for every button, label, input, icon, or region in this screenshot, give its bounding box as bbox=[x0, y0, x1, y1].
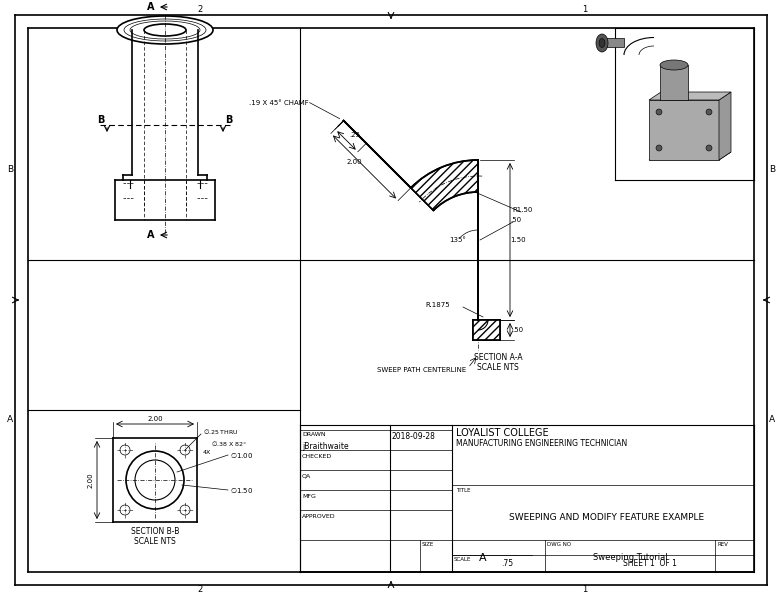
Text: MFG: MFG bbox=[302, 494, 316, 499]
Text: 2018-09-28: 2018-09-28 bbox=[392, 432, 436, 441]
Text: 1.50: 1.50 bbox=[510, 237, 526, 243]
Text: SWEEPING AND MODIFY FEATURE EXAMPLE: SWEEPING AND MODIFY FEATURE EXAMPLE bbox=[509, 514, 705, 523]
Polygon shape bbox=[660, 65, 688, 100]
Text: 4X: 4X bbox=[203, 451, 211, 455]
Text: SIZE: SIZE bbox=[422, 542, 434, 547]
Text: 2: 2 bbox=[197, 586, 203, 595]
Text: .50: .50 bbox=[512, 327, 524, 333]
Polygon shape bbox=[649, 100, 719, 160]
Text: 135°: 135° bbox=[450, 237, 466, 243]
Text: 1: 1 bbox=[583, 5, 587, 14]
Polygon shape bbox=[719, 92, 731, 160]
Polygon shape bbox=[649, 92, 731, 100]
Text: SECTION A-A: SECTION A-A bbox=[474, 353, 522, 362]
Text: SCALE NTS: SCALE NTS bbox=[135, 538, 176, 547]
Text: R1.50: R1.50 bbox=[513, 207, 533, 213]
Text: A: A bbox=[769, 415, 775, 425]
Ellipse shape bbox=[660, 60, 688, 70]
Text: A: A bbox=[7, 415, 13, 425]
Text: A: A bbox=[147, 2, 155, 12]
Text: SWEEP PATH CENTERLINE: SWEEP PATH CENTERLINE bbox=[377, 367, 466, 373]
Text: DRAWN: DRAWN bbox=[302, 432, 325, 437]
Text: TITLE: TITLE bbox=[456, 488, 471, 493]
Text: .19 X 45° CHAMF: .19 X 45° CHAMF bbox=[249, 100, 309, 106]
Text: DWG NO: DWG NO bbox=[547, 542, 571, 547]
Polygon shape bbox=[602, 38, 624, 47]
Text: APPROVED: APPROVED bbox=[302, 514, 335, 519]
Text: jBraithwaite: jBraithwaite bbox=[302, 442, 349, 451]
Ellipse shape bbox=[117, 16, 213, 44]
Text: SECTION B-B: SECTION B-B bbox=[131, 527, 179, 536]
Text: B: B bbox=[7, 166, 13, 175]
Text: A: A bbox=[147, 230, 155, 240]
Text: $\varnothing$1.50: $\varnothing$1.50 bbox=[230, 485, 253, 495]
Text: SCALE: SCALE bbox=[454, 557, 472, 562]
Text: SCALE NTS: SCALE NTS bbox=[477, 364, 519, 373]
Bar bbox=[473, 320, 500, 340]
Ellipse shape bbox=[599, 38, 605, 47]
Circle shape bbox=[706, 109, 712, 115]
Text: 2.00: 2.00 bbox=[88, 472, 94, 488]
Text: .50: .50 bbox=[511, 217, 522, 223]
Circle shape bbox=[656, 109, 662, 115]
Circle shape bbox=[706, 145, 712, 151]
Text: .75: .75 bbox=[501, 559, 513, 569]
Text: B: B bbox=[97, 115, 105, 125]
Polygon shape bbox=[649, 152, 731, 160]
Text: B: B bbox=[769, 166, 775, 175]
Text: CHECKED: CHECKED bbox=[302, 454, 332, 459]
Text: 2.00: 2.00 bbox=[346, 159, 362, 165]
Text: $\varnothing$.38 X 82°: $\varnothing$.38 X 82° bbox=[211, 439, 247, 448]
Polygon shape bbox=[411, 160, 478, 211]
Text: REV: REV bbox=[717, 542, 728, 547]
Text: 2: 2 bbox=[197, 5, 203, 14]
Text: Sweeping Tutorial: Sweeping Tutorial bbox=[593, 553, 667, 563]
Text: SHEET 1  OF 1: SHEET 1 OF 1 bbox=[622, 559, 676, 569]
Text: R.1875: R.1875 bbox=[425, 302, 450, 308]
Text: MANUFACTURING ENGINEERING TECHNICIAN: MANUFACTURING ENGINEERING TECHNICIAN bbox=[456, 439, 627, 448]
Text: QA: QA bbox=[302, 474, 311, 479]
Text: .25: .25 bbox=[349, 133, 360, 139]
Text: $\varnothing$1.00: $\varnothing$1.00 bbox=[230, 450, 253, 460]
Text: B: B bbox=[225, 115, 233, 125]
Circle shape bbox=[656, 145, 662, 151]
Text: LOYALIST COLLEGE: LOYALIST COLLEGE bbox=[456, 428, 549, 438]
Text: A: A bbox=[479, 553, 486, 563]
Polygon shape bbox=[343, 121, 433, 211]
Ellipse shape bbox=[596, 34, 608, 52]
Text: 2.00: 2.00 bbox=[147, 416, 163, 422]
Text: 1: 1 bbox=[583, 586, 587, 595]
Text: $\varnothing$.25 THRU: $\varnothing$.25 THRU bbox=[203, 427, 239, 437]
